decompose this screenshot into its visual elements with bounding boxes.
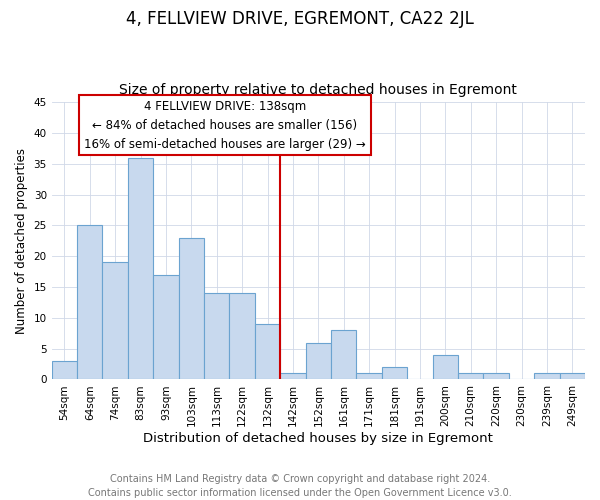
Bar bbox=[280, 374, 305, 380]
Bar bbox=[77, 226, 103, 380]
Bar bbox=[560, 374, 585, 380]
Bar bbox=[534, 374, 560, 380]
Bar bbox=[484, 374, 509, 380]
Title: Size of property relative to detached houses in Egremont: Size of property relative to detached ho… bbox=[119, 83, 517, 97]
Bar bbox=[103, 262, 128, 380]
Bar bbox=[153, 275, 179, 380]
Bar bbox=[356, 374, 382, 380]
Bar bbox=[458, 374, 484, 380]
X-axis label: Distribution of detached houses by size in Egremont: Distribution of detached houses by size … bbox=[143, 432, 493, 445]
Bar bbox=[128, 158, 153, 380]
Text: 4, FELLVIEW DRIVE, EGREMONT, CA22 2JL: 4, FELLVIEW DRIVE, EGREMONT, CA22 2JL bbox=[126, 10, 474, 28]
Bar bbox=[305, 342, 331, 380]
Y-axis label: Number of detached properties: Number of detached properties bbox=[15, 148, 28, 334]
Bar bbox=[204, 293, 229, 380]
Bar bbox=[229, 293, 255, 380]
Bar bbox=[433, 355, 458, 380]
Text: 4 FELLVIEW DRIVE: 138sqm
← 84% of detached houses are smaller (156)
16% of semi-: 4 FELLVIEW DRIVE: 138sqm ← 84% of detach… bbox=[84, 100, 366, 150]
Bar bbox=[255, 324, 280, 380]
Bar bbox=[331, 330, 356, 380]
Bar bbox=[382, 367, 407, 380]
Bar bbox=[179, 238, 204, 380]
Bar bbox=[52, 361, 77, 380]
Text: Contains HM Land Registry data © Crown copyright and database right 2024.
Contai: Contains HM Land Registry data © Crown c… bbox=[88, 474, 512, 498]
